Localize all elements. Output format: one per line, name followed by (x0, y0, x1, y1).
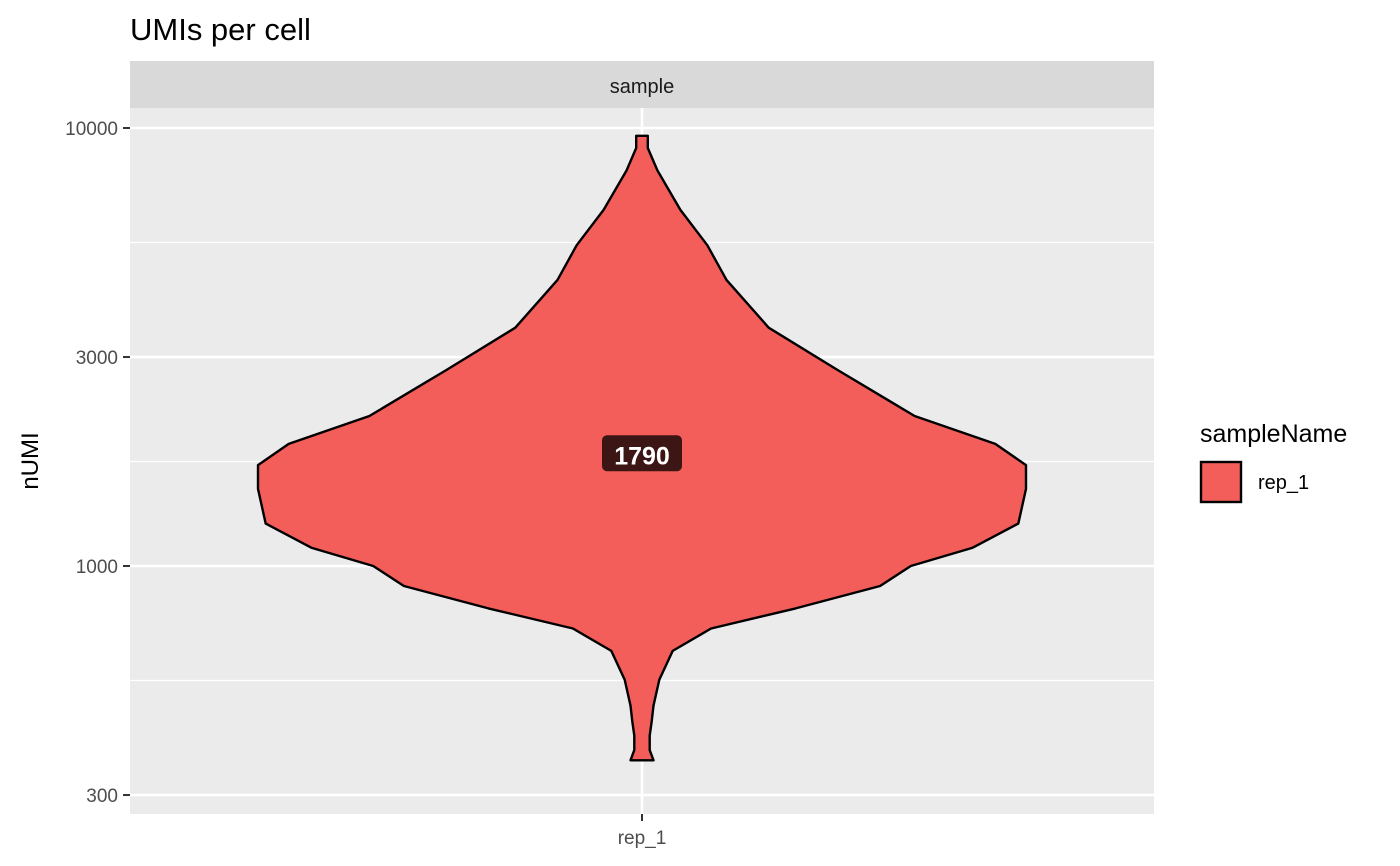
legend-title: sampleName (1200, 420, 1347, 448)
median-label-box (602, 435, 682, 472)
legend-key-rep_1 (1199, 460, 1243, 504)
legend-label: rep_1 (1258, 472, 1309, 494)
y-axis-title: nUMI (17, 432, 44, 489)
y-tick-label: 1000 (76, 557, 118, 578)
x-tick-label: rep_1 (618, 828, 667, 849)
median-label-text: 1790 (614, 442, 670, 470)
y-tick-label: 3000 (76, 348, 118, 369)
x-axis: rep_1 (618, 814, 667, 849)
median-label: 1790 (602, 435, 682, 472)
legend: sampleName rep_1 (1199, 420, 1347, 504)
facet-strip (130, 61, 1154, 108)
y-tick-label: 300 (86, 786, 118, 807)
chart-title: UMIs per cell (130, 12, 311, 47)
y-tick-label: 10000 (65, 119, 118, 140)
y-axis: 300 1000 3000 10000 (65, 119, 130, 807)
facet-label: sample (610, 76, 674, 98)
violins: 1790 (256, 134, 1028, 762)
